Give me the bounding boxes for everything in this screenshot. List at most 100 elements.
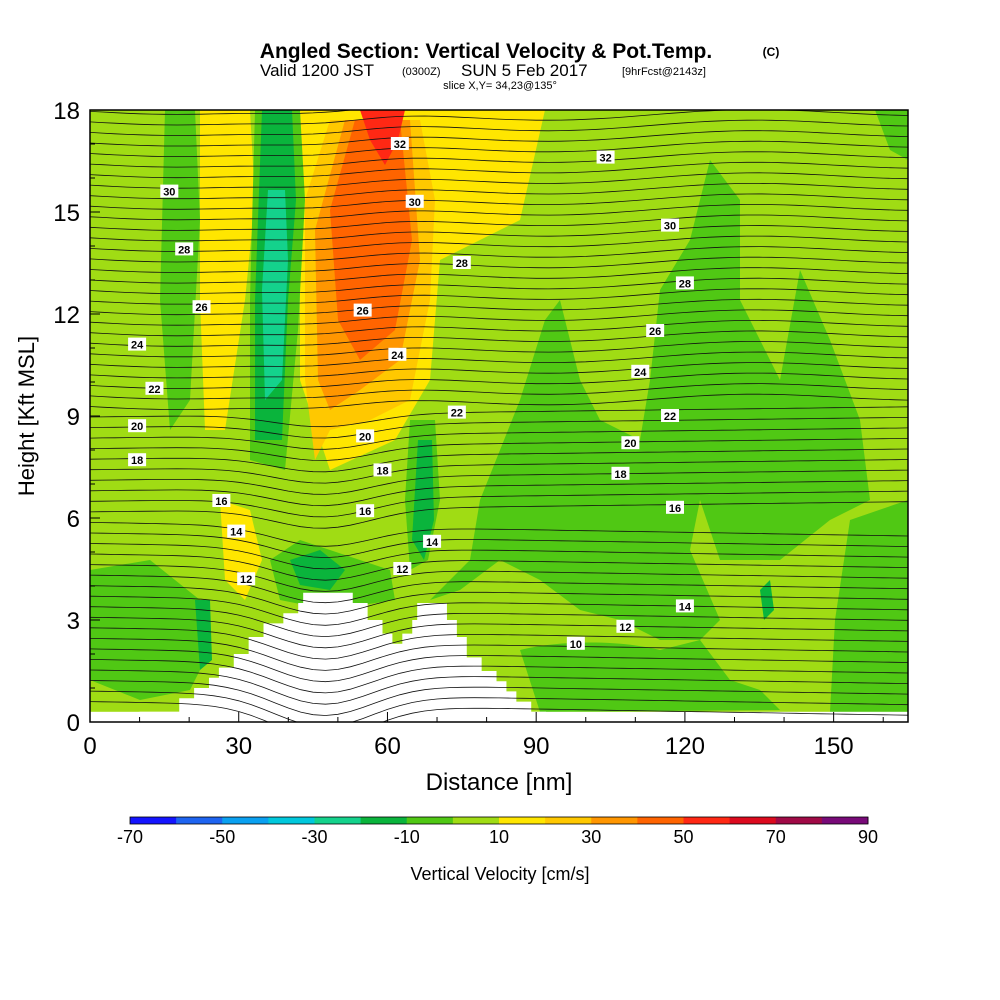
theta-label: 22: [661, 409, 680, 423]
theta-label-bg: [675, 599, 694, 613]
theta-label: 26: [353, 303, 372, 318]
theta-label: 12: [237, 572, 256, 586]
theta-label: 24: [631, 364, 650, 379]
theta-label: 12: [616, 619, 635, 634]
theta-label: 26: [646, 324, 665, 338]
y-tick-label: 0: [67, 710, 80, 737]
colorbar: -70 -50 -30 -10 10 30 50 70 90: [117, 816, 878, 847]
theta-label: 10: [566, 636, 585, 651]
theta-label: 22: [447, 405, 466, 420]
theta-contour: [90, 110, 562, 115]
colorbar-swatch: [821, 817, 869, 824]
theta-contour: [90, 427, 908, 450]
subtitle-zulu: (0300Z): [402, 66, 441, 78]
theta-label-text: 28: [178, 244, 190, 256]
theta-contour: [90, 161, 908, 179]
theta-contour: [90, 214, 908, 231]
theta-contour: [90, 277, 908, 295]
theta-label-bg: [661, 218, 680, 232]
x-tick-label: 90: [523, 733, 550, 760]
theta-contour: [90, 459, 908, 484]
theta-contour: [90, 119, 908, 136]
colorbar-swatch: [683, 817, 731, 824]
theta-label: 30: [661, 218, 680, 233]
colorbar-swatch: [130, 817, 177, 824]
theta-contour: [90, 246, 908, 263]
colorbar-swatch: [452, 817, 500, 824]
theta-label: 16: [356, 504, 375, 518]
theta-contour: [90, 351, 908, 368]
colorbar-tick-label: 30: [581, 827, 601, 847]
theta-label-bg: [611, 466, 630, 480]
theta-contour: [90, 193, 908, 210]
theta-contour: [90, 172, 908, 189]
x-tick-label: 60: [374, 733, 401, 760]
colorbar-label: Vertical Velocity [cm/s]: [410, 864, 589, 884]
theta-label-text: 18: [131, 455, 143, 467]
velocity-field: [90, 110, 908, 722]
subtitle-forecast: [9hrFcst@2143z]: [622, 66, 706, 78]
subtitle-date: SUN 5 Feb 2017: [461, 61, 588, 80]
theta-label-bg: [616, 619, 635, 633]
colorbar-swatch: [729, 817, 777, 824]
colorbar-swatch: [545, 817, 592, 824]
theta-label-text: 30: [409, 197, 421, 209]
theta-label-text: 10: [570, 639, 582, 651]
theta-label-text: 30: [664, 221, 676, 233]
theta-label-text: 22: [148, 384, 160, 396]
y-tick-label: 6: [67, 506, 80, 533]
theta-label-text: 22: [451, 408, 463, 420]
y-axis-label: Height [Kft MSL]: [14, 336, 39, 496]
theta-label: 16: [665, 500, 684, 515]
subtitle: Valid 1200 JST (0300Z) SUN 5 Feb 2017 [9…: [260, 61, 706, 92]
theta-label-text: 22: [664, 411, 676, 423]
title-units: (C): [763, 45, 780, 59]
colorbar-swatch: [406, 817, 454, 824]
theta-label-text: 30: [163, 187, 175, 199]
theta-label-bg: [353, 303, 372, 317]
theta-label-text: 12: [396, 564, 408, 576]
theta-contour: [90, 469, 908, 495]
theta-label: 28: [175, 242, 194, 256]
theta-label: 26: [192, 300, 211, 314]
theta-label-text: 24: [131, 340, 144, 352]
theta-label: 30: [405, 194, 424, 209]
theta-label-bg: [566, 636, 585, 650]
theta-label-bg: [452, 256, 471, 269]
theta-contour: [90, 438, 908, 461]
theta-label-bg: [390, 137, 409, 150]
subtitle-slice: slice X,Y= 34,23@135°: [443, 80, 557, 92]
theta-contour: [90, 638, 908, 671]
theta-contour: [90, 256, 908, 273]
theta-label: 24: [388, 347, 407, 362]
theta-label-text: 14: [679, 601, 692, 613]
y-axis: 0 3 6 9 12 15 18: [53, 98, 100, 737]
theta-contour: [90, 564, 908, 592]
theta-contour: [90, 480, 908, 507]
theta-label: 22: [145, 381, 164, 396]
x-tick-label: 30: [225, 733, 252, 760]
theta-label-bg: [596, 150, 615, 164]
theta-label-text: 32: [394, 139, 406, 151]
theta-label-text: 12: [240, 574, 252, 586]
theta-label-text: 16: [669, 503, 681, 515]
theta-label-text: 16: [215, 496, 227, 508]
theta-contour: [90, 680, 908, 716]
theta-label-bg: [373, 463, 392, 477]
theta-label-bg: [175, 242, 194, 256]
theta-label-bg: [388, 347, 407, 361]
colorbar-swatch: [222, 817, 269, 824]
theta-contour: [90, 225, 908, 242]
theta-contour: [90, 267, 908, 284]
theta-label: 20: [356, 429, 375, 443]
theta-contour: [90, 532, 908, 559]
theta-label: 32: [390, 137, 409, 151]
theta-contour: [90, 362, 908, 379]
theta-label-bg: [160, 184, 179, 198]
x-tick-label: 150: [814, 733, 854, 760]
theta-label-text: 24: [391, 350, 404, 362]
theta-contour: [90, 288, 908, 305]
theta-labels: 30 28 26 24 22 20 18 16 14 12 32 30 28 26 24 22 20 18 16 14…: [128, 137, 694, 651]
theta-label-bg: [661, 409, 680, 422]
theta-label-text: 12: [619, 622, 631, 634]
